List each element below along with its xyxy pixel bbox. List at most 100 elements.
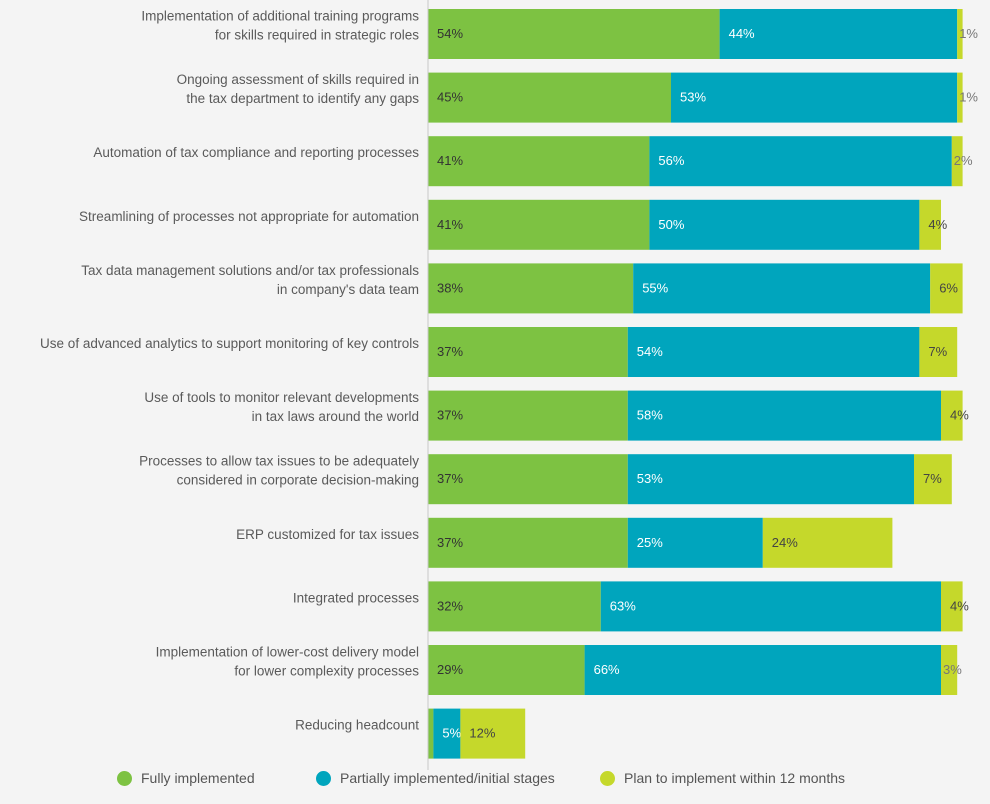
- category-label-line: Tax data management solutions and/or tax…: [81, 263, 419, 278]
- bar-segment-plan: [941, 645, 958, 695]
- data-label-partially: 25%: [637, 535, 663, 550]
- data-label-fully: 32%: [437, 598, 463, 613]
- data-label-fully: 29%: [437, 662, 463, 677]
- data-label-partially: 53%: [680, 90, 706, 105]
- legend-item-plan-to-implement: Plan to implement within 12 months: [600, 770, 845, 786]
- bar-segment-partially: [627, 454, 914, 505]
- category-label: ERP customized for tax issues: [236, 527, 419, 542]
- data-label-fully: 37%: [437, 408, 463, 423]
- bar-segment-fully: [428, 581, 601, 632]
- bar-segment-partially: [627, 390, 941, 441]
- bar-segment-plan: [951, 136, 963, 187]
- bar-segment-fully: [428, 454, 628, 505]
- category-label: Integrated processes: [293, 590, 419, 605]
- bar-segment-partially: [584, 645, 941, 695]
- stacked-bar-chart: Implementation of additional training pr…: [40, 0, 978, 770]
- legend-label-partially: Partially implemented/initial stages: [340, 770, 555, 786]
- category-label-line: in tax laws around the world: [252, 409, 419, 424]
- bar-segment-partially: [633, 263, 931, 314]
- data-label-plan: 4%: [928, 217, 947, 232]
- category-label: Automation of tax compliance and reporti…: [93, 145, 419, 160]
- bar-segment-plan: [919, 199, 941, 250]
- legend: Fully implemented Partially implemented/…: [0, 770, 990, 792]
- category-label-line: Processes to allow tax issues to be adeq…: [139, 454, 419, 469]
- category-label: Use of advanced analytics to support mon…: [40, 336, 419, 351]
- category-label-line: in company's data team: [277, 282, 419, 297]
- data-label-plan: 12%: [469, 726, 495, 741]
- category-label: Implementation of lower-cost delivery mo…: [156, 645, 420, 679]
- legend-label-plan: Plan to implement within 12 months: [624, 770, 845, 786]
- data-label-partially: 53%: [637, 471, 663, 486]
- bar-segment-partially: [433, 708, 461, 759]
- category-label-line: for lower complexity processes: [234, 664, 419, 679]
- data-label-plan: 7%: [928, 344, 947, 359]
- data-label-plan: 6%: [939, 280, 958, 295]
- bar-segment-partially: [649, 199, 920, 250]
- data-label-plan: 7%: [923, 471, 942, 486]
- legend-swatch-partially: [316, 770, 331, 786]
- data-label-partially: 63%: [610, 598, 636, 613]
- bar-segment-fully: [428, 199, 650, 250]
- bar-segment-partially: [649, 136, 952, 187]
- category-label: Use of tools to monitor relevant develop…: [144, 390, 419, 424]
- data-label-partially: 44%: [729, 26, 755, 41]
- bar-segment-plan: [460, 708, 526, 759]
- bar-segment-plan: [957, 9, 963, 59]
- bar-segment-fully: [428, 708, 434, 759]
- data-label-partially: 56%: [658, 153, 684, 168]
- category-label-line: Automation of tax compliance and reporti…: [93, 145, 419, 160]
- category-label-line: Use of tools to monitor relevant develop…: [144, 390, 419, 405]
- category-label-line: Integrated processes: [293, 590, 419, 605]
- data-label-fully: 37%: [437, 344, 463, 359]
- data-label-partially: 55%: [642, 280, 668, 295]
- data-label-plan: 2%: [954, 153, 973, 168]
- bar-segment-fully: [428, 390, 628, 441]
- data-label-fully: 37%: [437, 471, 463, 486]
- bar-segment-partially: [627, 517, 763, 568]
- data-label-plan: 4%: [950, 598, 969, 613]
- data-label-partially: 54%: [637, 344, 663, 359]
- category-label-line: for skills required in strategic roles: [215, 28, 419, 43]
- bar-segment-plan: [941, 390, 963, 441]
- category-label-line: the tax department to identify any gaps: [186, 91, 419, 106]
- bar-segment-plan: [919, 327, 958, 377]
- legend-swatch-fully: [117, 770, 132, 786]
- bar-segment-plan: [914, 454, 952, 505]
- legend-item-fully-implemented: Fully implemented: [117, 770, 255, 786]
- bar-segment-fully: [428, 517, 628, 568]
- category-label: Processes to allow tax issues to be adeq…: [139, 454, 419, 488]
- data-label-partially: 50%: [658, 217, 684, 232]
- category-label-line: Ongoing assessment of skills required in: [177, 72, 419, 87]
- category-label: Reducing headcount: [295, 718, 419, 733]
- category-label-line: ERP customized for tax issues: [236, 527, 419, 542]
- bar-segment-plan: [930, 263, 963, 314]
- data-label-fully: 54%: [437, 26, 463, 41]
- data-label-fully: 37%: [437, 535, 463, 550]
- data-label-plan: 1%: [959, 90, 978, 105]
- data-label-plan: 24%: [772, 535, 798, 550]
- bar-segment-fully: [428, 72, 671, 123]
- category-label: Streamlining of processes not appropriat…: [79, 209, 419, 224]
- bar-segment-fully: [428, 327, 628, 377]
- bar-segment-fully: [428, 263, 634, 314]
- category-label: Ongoing assessment of skills required in…: [177, 72, 420, 106]
- bar-segment-partially: [671, 72, 958, 123]
- data-label-partially: 58%: [637, 408, 663, 423]
- bar-segment-plan: [941, 581, 963, 632]
- category-label-line: considered in corporate decision-making: [177, 473, 419, 488]
- data-label-fully: 38%: [437, 280, 463, 295]
- category-label-line: Implementation of lower-cost delivery mo…: [156, 645, 419, 660]
- data-label-partially: 66%: [594, 662, 620, 677]
- legend-label-fully: Fully implemented: [141, 770, 255, 786]
- bar-segment-plan: [762, 517, 893, 568]
- category-label-line: Reducing headcount: [295, 718, 419, 733]
- legend-item-partially-implemented: Partially implemented/initial stages: [316, 770, 555, 786]
- data-label-plan: 3%: [943, 662, 962, 677]
- data-label-fully: 41%: [437, 153, 463, 168]
- category-label-line: Use of advanced analytics to support mon…: [40, 336, 419, 351]
- data-label-partially: 5%: [442, 726, 461, 741]
- bar-segment-partially: [719, 9, 958, 59]
- data-label-fully: 45%: [437, 90, 463, 105]
- category-label-line: Streamlining of processes not appropriat…: [79, 209, 419, 224]
- bar-segment-fully: [428, 136, 650, 187]
